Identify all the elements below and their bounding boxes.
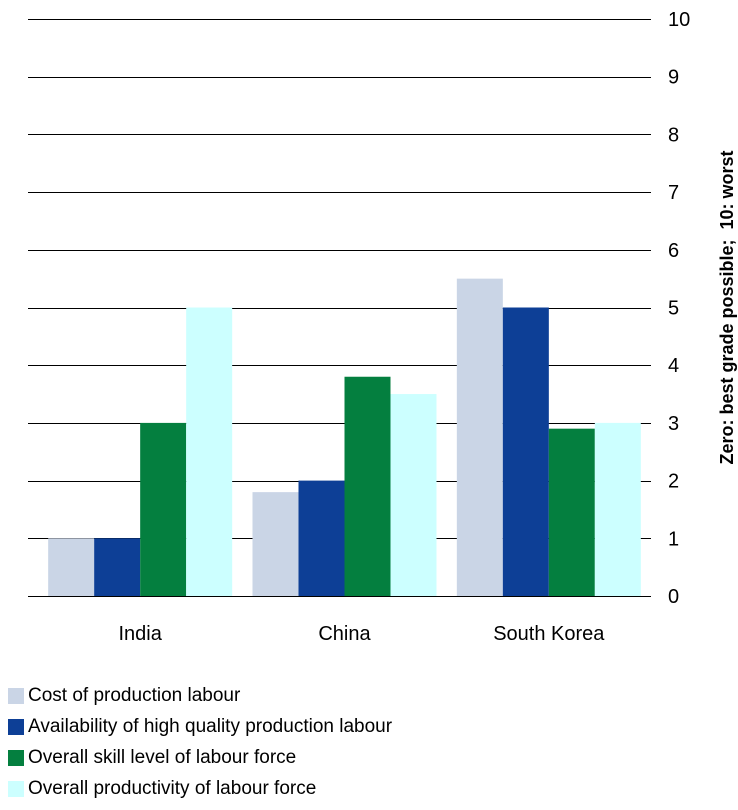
y-tick-label: 4 xyxy=(668,355,679,377)
legend-swatch xyxy=(8,780,24,797)
legend-label: Availability of high quality production … xyxy=(28,715,393,737)
legend-label: Overall skill level of labour force xyxy=(28,746,297,768)
x-tick-label: South Korea xyxy=(493,623,605,645)
x-tick-label: China xyxy=(318,623,371,645)
y-tick-label: 7 xyxy=(668,182,679,204)
legend-item: Availability of high quality production … xyxy=(8,711,728,742)
legend-item: Cost of production labour xyxy=(8,680,728,711)
legend-item: Overall skill level of labour force xyxy=(8,742,728,773)
legend-swatch xyxy=(8,718,24,735)
x-tick-label: India xyxy=(118,623,162,645)
bar xyxy=(252,492,299,596)
y-tick-label: 6 xyxy=(668,240,679,262)
y-tick-label: 8 xyxy=(668,124,679,146)
legend-item: Overall productivity of labour force xyxy=(8,773,728,804)
bar xyxy=(298,480,345,596)
bar xyxy=(344,376,391,596)
bar xyxy=(390,394,437,596)
bar-chart: 0 1 2 3 4 5 6 7 8 9 10 India China South Korea Zero:… xyxy=(28,9,737,645)
legend-label: Cost of production labour xyxy=(28,684,241,706)
bar xyxy=(502,307,549,596)
y-tick-labels: 0 1 2 3 4 5 6 7 8 9 10 xyxy=(668,9,690,608)
legend-swatch xyxy=(8,749,24,766)
legend: Cost of production labour Availability of… xyxy=(8,680,728,804)
y-tick-label: 5 xyxy=(668,298,679,320)
legend-label: Overall productivity of labour force xyxy=(28,777,317,799)
bar xyxy=(140,422,187,596)
y-axis-title: Zero: best grade possible; 10: worst xyxy=(717,150,737,464)
y-tick-label: 3 xyxy=(668,413,679,435)
bar xyxy=(456,278,503,596)
bar xyxy=(94,538,141,596)
bars xyxy=(48,278,641,596)
y-tick-label: 0 xyxy=(668,586,679,608)
bar xyxy=(594,422,641,596)
bar xyxy=(548,428,595,596)
y-tick-label: 2 xyxy=(668,471,679,493)
legend-swatch xyxy=(8,687,24,704)
y-tick-label: 10 xyxy=(668,9,690,31)
y-tick-label: 9 xyxy=(668,67,679,89)
x-tick-labels: India China South Korea xyxy=(118,623,605,645)
y-tick-label: 1 xyxy=(668,528,679,550)
bar xyxy=(48,538,95,596)
bar xyxy=(186,307,233,596)
